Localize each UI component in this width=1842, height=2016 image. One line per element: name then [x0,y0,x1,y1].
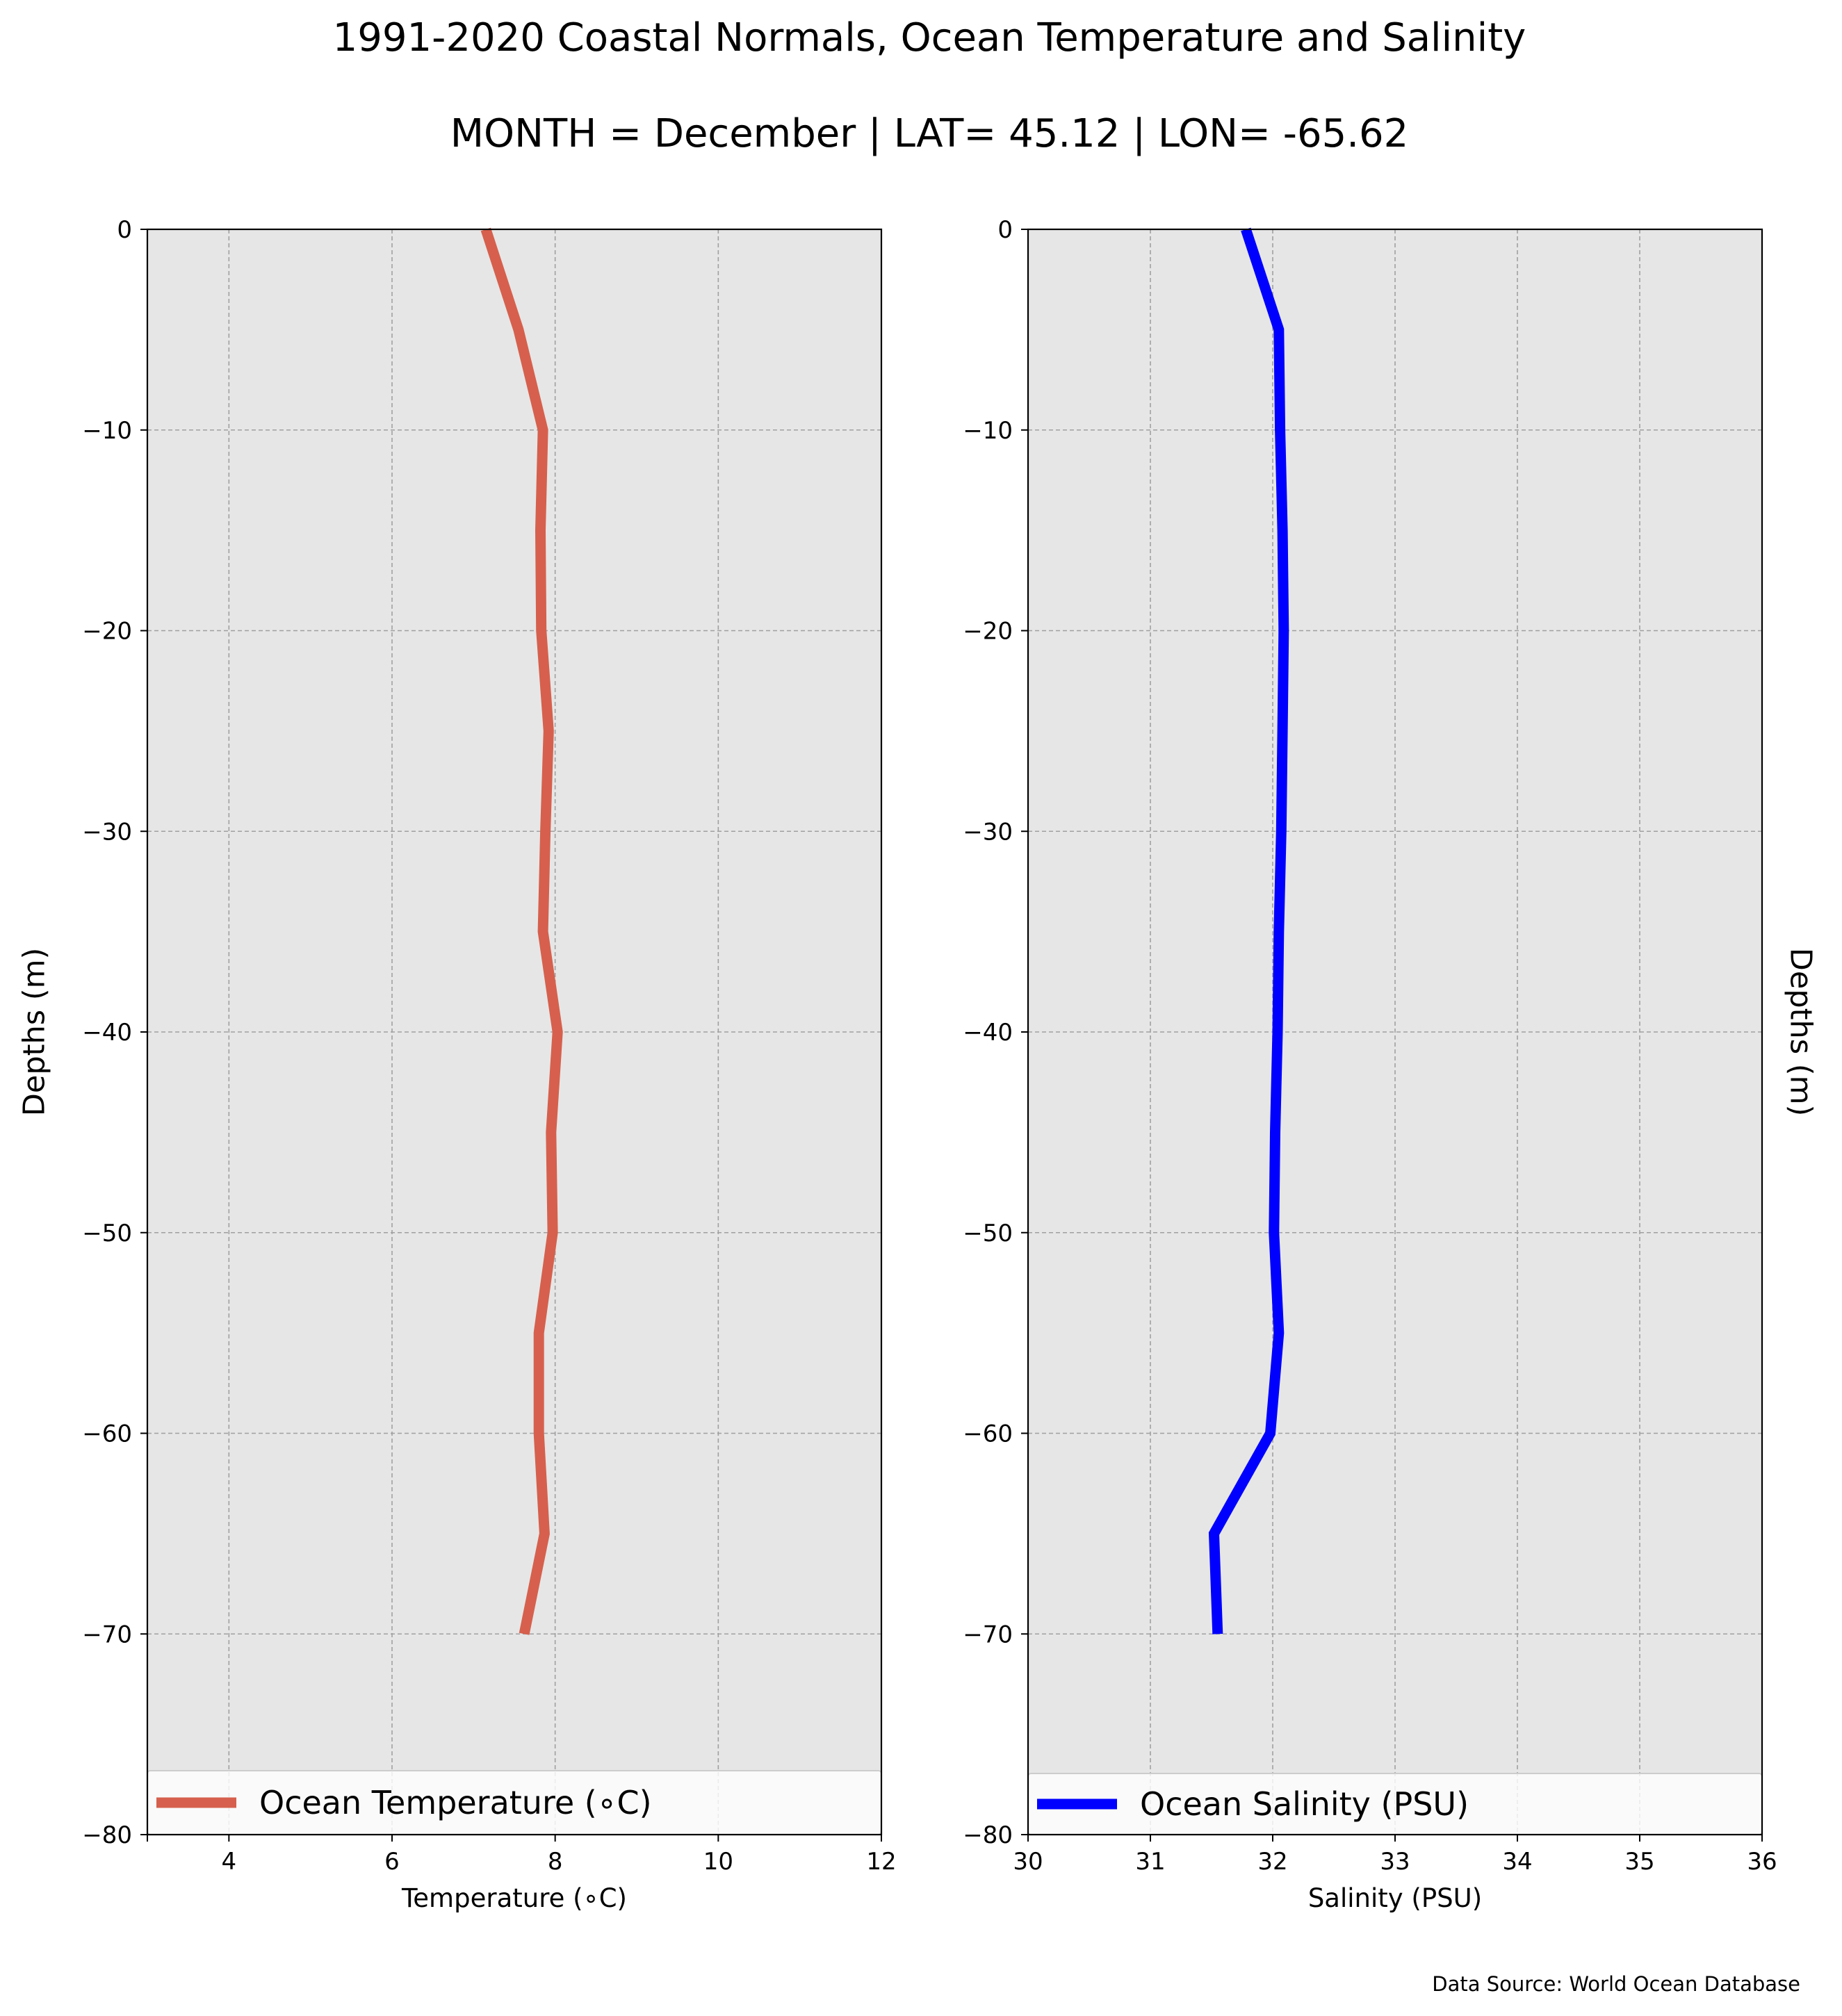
y-tick-label: −60 [963,1420,1013,1448]
y-tick-label: −30 [82,818,132,846]
y-axis-label: Depths (m) [1784,948,1818,1116]
x-tick-label: 35 [1624,1848,1654,1876]
x-axis-label: Salinity (PSU) [1308,1883,1482,1913]
y-tick-label: −60 [82,1420,132,1448]
x-tick-label: 30 [1013,1848,1043,1876]
x-tick-label: 31 [1135,1848,1165,1876]
y-tick-label: −70 [963,1621,1013,1648]
chart-title: 1991-2020 Coastal Normals, Ocean Tempera… [333,15,1526,60]
x-tick-label: 34 [1502,1848,1532,1876]
x-tick-label: 32 [1257,1848,1287,1876]
data-source-note: Data Source: World Ocean Database [1432,1972,1800,1996]
y-tick-label: −80 [963,1821,1013,1849]
y-tick-label: −50 [963,1220,1013,1247]
legend: Ocean Temperature (∘C) [147,1770,882,1835]
legend: Ocean Salinity (PSU) [1027,1773,1763,1835]
y-tick-label: 0 [117,216,132,244]
y-tick-label: −40 [963,1019,1013,1047]
y-tick-label: −20 [963,618,1013,646]
x-axis-label: Temperature (∘C) [401,1883,627,1913]
x-tick-label: 36 [1747,1848,1777,1876]
salinity-panel: Ocean Salinity (PSU) 30 31 32 33 34 35 36 0 −10 −2… [963,216,1818,1913]
chart-subtitle: MONTH = December | LAT= 45.12 | LON= -65… [450,111,1409,156]
y-tick-label: −50 [82,1220,132,1247]
y-tick-label: 0 [997,216,1013,244]
temperature-panel: Ocean Temperature (∘C) 4 6 8 10 12 0 −10 −20 −30 −… [17,216,897,1913]
x-tick-label: 12 [866,1848,896,1876]
x-tick-label: 10 [703,1848,733,1876]
legend-label: Ocean Salinity (PSU) [1140,1785,1469,1823]
y-tick-label: −10 [963,417,1013,445]
y-tick-label: −20 [82,618,132,646]
series-line [480,227,563,1635]
y-tick-label: −40 [82,1019,132,1047]
y-tick-label: −10 [82,417,132,445]
x-tick-label: 33 [1380,1848,1410,1876]
x-tick-label: 6 [384,1848,400,1876]
legend-label: Ocean Temperature (∘C) [259,1784,652,1821]
plot-area [147,229,881,1835]
x-tick-label: 4 [222,1848,237,1876]
y-tick-label: −80 [82,1821,132,1849]
y-tick-label: −30 [963,818,1013,846]
x-tick-label: 8 [548,1848,563,1876]
y-tick-label: −70 [82,1621,132,1648]
y-axis-label: Depths (m) [17,948,52,1116]
series-line [1208,227,1289,1634]
